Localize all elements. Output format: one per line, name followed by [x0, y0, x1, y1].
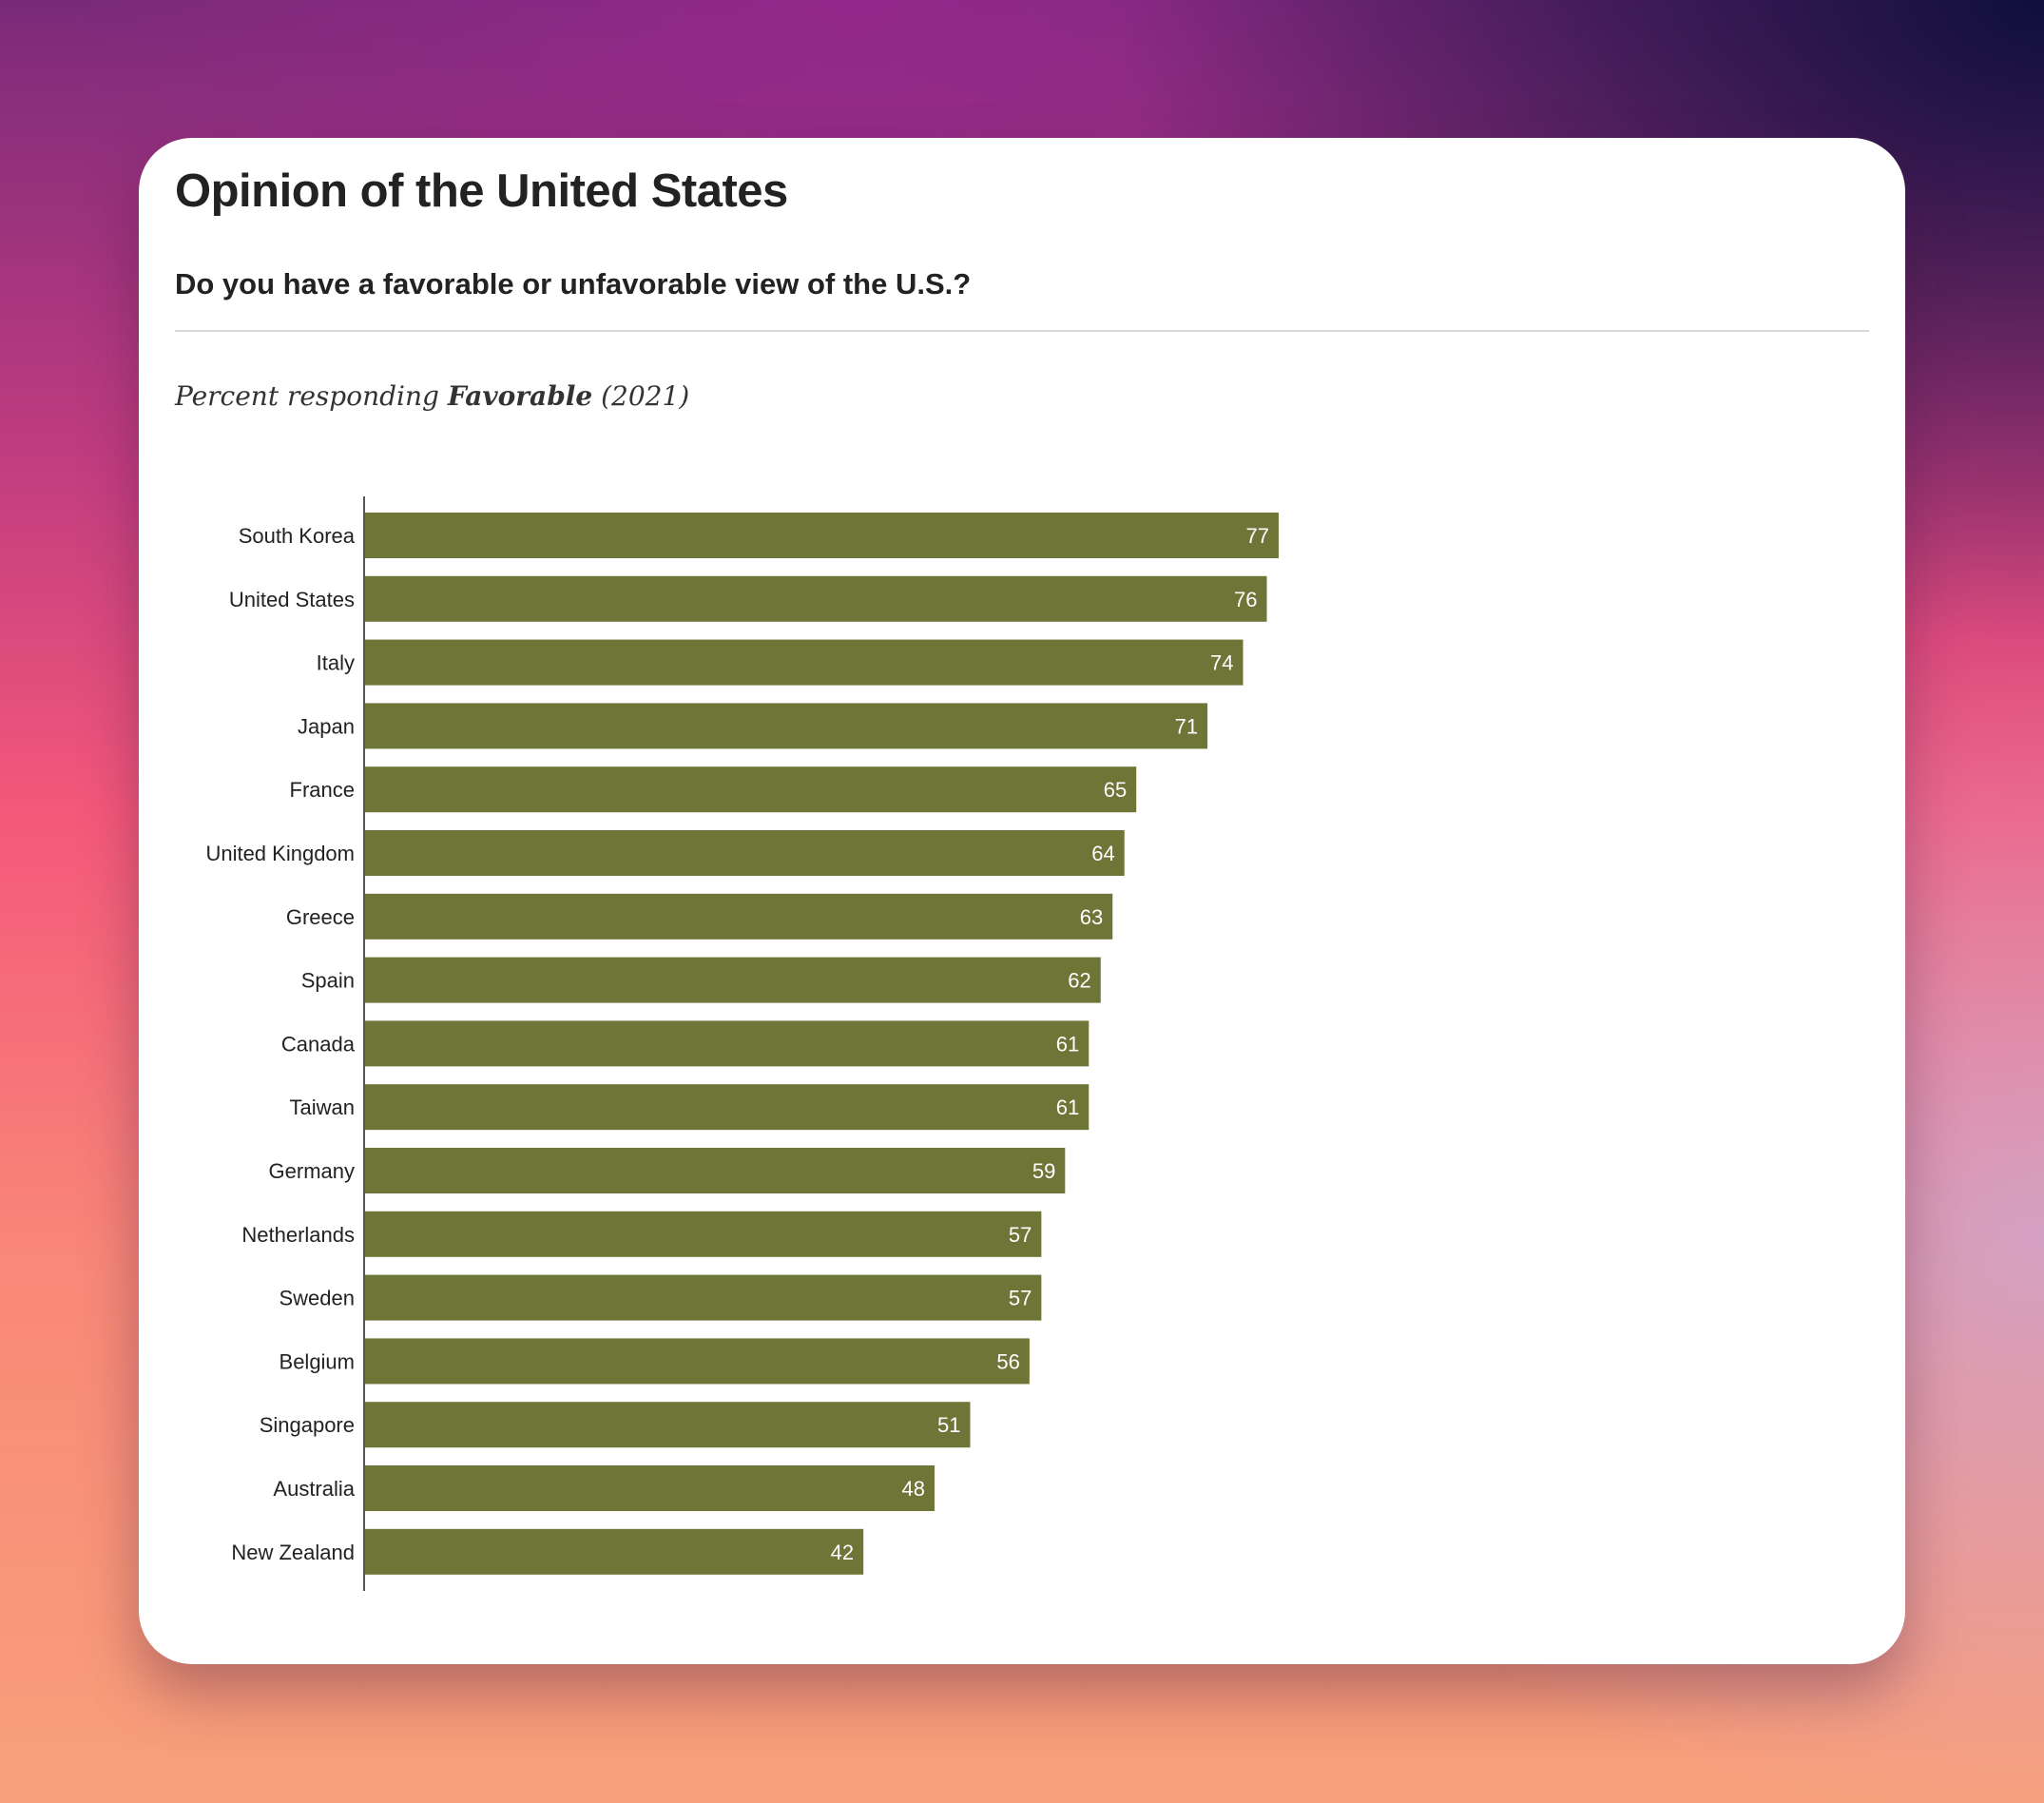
category-label: Netherlands	[241, 1223, 355, 1247]
category-label: Taiwan	[290, 1095, 355, 1119]
bar	[365, 893, 1113, 940]
chart-title: Opinion of the United States	[175, 165, 788, 217]
bar	[365, 830, 1125, 876]
data-label: 64	[1091, 842, 1114, 865]
bar	[365, 1528, 864, 1575]
bar-chart: South Korea 77 United States 76 Italy 74 Japan…	[205, 496, 1279, 1591]
bar	[365, 1020, 1089, 1067]
data-label: 59	[1032, 1159, 1055, 1183]
category-label: France	[290, 778, 355, 802]
category-label: Singapore	[260, 1413, 355, 1437]
data-label: 77	[1245, 524, 1268, 548]
category-label: South Korea	[239, 524, 356, 548]
bar	[365, 766, 1137, 813]
category-label: Japan	[298, 714, 355, 738]
data-label: 56	[996, 1349, 1019, 1373]
divider	[175, 330, 1869, 332]
chart-note: Percent responding Favorable (2021)	[175, 380, 689, 412]
note-emphasis: Favorable	[447, 380, 593, 412]
data-label: 71	[1175, 714, 1198, 738]
category-label: Germany	[269, 1159, 355, 1183]
category-label: United Kingdom	[205, 842, 355, 865]
data-label: 57	[1009, 1223, 1032, 1247]
note-prefix: Percent responding	[175, 380, 439, 412]
bar	[365, 1274, 1042, 1321]
data-label: 76	[1234, 588, 1257, 611]
data-label: 61	[1056, 1095, 1079, 1119]
data-label: 63	[1080, 905, 1103, 929]
category-label: Spain	[301, 969, 355, 993]
category-label: Canada	[281, 1032, 356, 1056]
bar	[365, 703, 1208, 749]
bar	[365, 1211, 1042, 1257]
category-label: United States	[229, 588, 355, 611]
category-label: Belgium	[280, 1349, 355, 1373]
bar	[365, 513, 1279, 558]
bar	[365, 575, 1267, 622]
note-suffix: (2021)	[601, 380, 690, 412]
data-label: 51	[937, 1413, 960, 1437]
bar	[365, 639, 1244, 686]
category-label: Greece	[286, 905, 355, 929]
chart-subtitle: Do you have a favorable or unfavorable v…	[175, 267, 972, 300]
data-label: 42	[831, 1541, 854, 1564]
chart-card: Opinion of the United States Do you have…	[139, 138, 1905, 1664]
category-label: Australia	[273, 1477, 355, 1501]
bar	[365, 1402, 971, 1448]
category-label: New Zealand	[231, 1541, 355, 1564]
data-label: 57	[1009, 1287, 1032, 1310]
bar	[365, 1148, 1066, 1193]
category-label: Sweden	[279, 1287, 355, 1310]
data-label: 65	[1104, 778, 1127, 802]
data-label: 74	[1210, 651, 1233, 675]
bar	[365, 1338, 1030, 1385]
bar	[365, 1084, 1089, 1131]
category-label: Italy	[317, 651, 355, 675]
data-label: 61	[1056, 1032, 1079, 1056]
bar	[365, 957, 1101, 1003]
data-label: 62	[1068, 969, 1090, 993]
bar	[365, 1465, 935, 1511]
data-label: 48	[902, 1477, 925, 1501]
